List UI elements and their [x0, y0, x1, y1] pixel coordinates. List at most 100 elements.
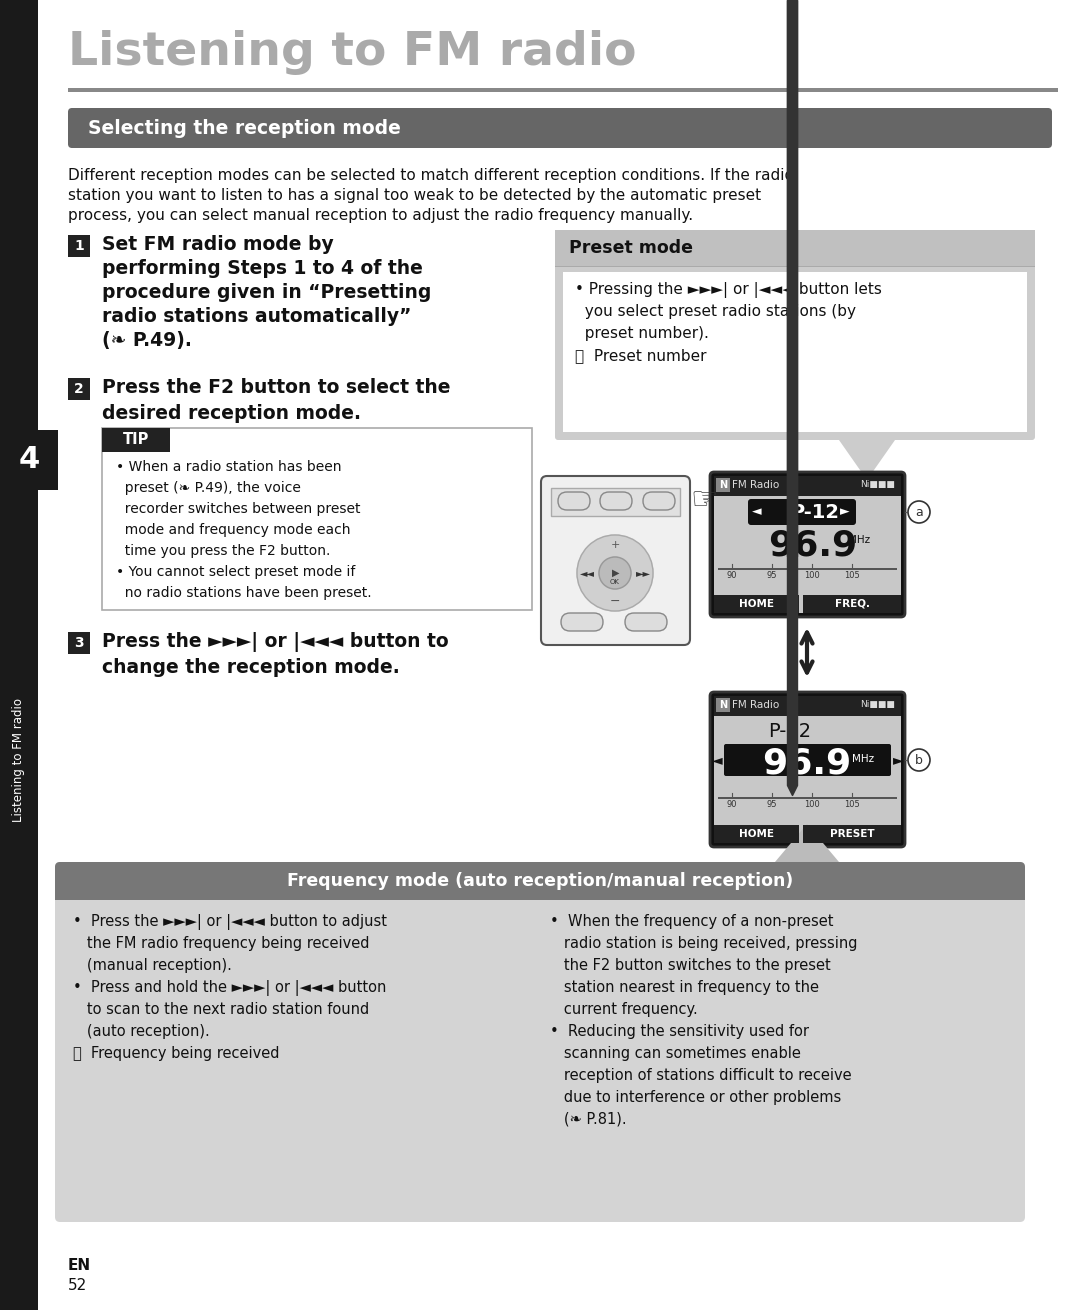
- Text: P-12: P-12: [789, 503, 839, 521]
- Text: −: −: [610, 595, 620, 608]
- Bar: [68, 88, 1058, 92]
- Text: ⓐ  Preset number: ⓐ Preset number: [575, 348, 706, 363]
- Text: you select preset radio stations (by: you select preset radio stations (by: [575, 304, 856, 320]
- Text: 95: 95: [767, 571, 778, 580]
- Text: • You cannot select preset mode if: • You cannot select preset mode if: [116, 565, 355, 579]
- Text: •  When the frequency of a non-preset: • When the frequency of a non-preset: [550, 914, 834, 929]
- Text: Preset mode: Preset mode: [569, 238, 693, 257]
- Text: HOME: HOME: [739, 599, 773, 609]
- Text: (❧ P.81).: (❧ P.81).: [550, 1112, 626, 1127]
- Polygon shape: [775, 824, 839, 862]
- Text: Ni■■■: Ni■■■: [860, 481, 895, 490]
- Text: ⓑ  Frequency being received: ⓑ Frequency being received: [73, 1045, 280, 1061]
- Circle shape: [599, 557, 631, 590]
- Bar: [563, 272, 1027, 432]
- Text: reception of stations difficult to receive: reception of stations difficult to recei…: [550, 1068, 852, 1083]
- Text: Different reception modes can be selected to match different reception condition: Different reception modes can be selecte…: [68, 168, 794, 183]
- Text: ►►: ►►: [635, 569, 650, 578]
- Text: 100: 100: [805, 800, 820, 810]
- Text: • When a radio station has been: • When a radio station has been: [116, 460, 341, 474]
- Text: ☞: ☞: [690, 486, 717, 515]
- Text: MHz: MHz: [852, 755, 874, 764]
- Text: 105: 105: [845, 571, 860, 580]
- Text: 1: 1: [75, 238, 84, 253]
- Text: • Pressing the ►►►| or |◄◄◄ button lets: • Pressing the ►►►| or |◄◄◄ button lets: [575, 282, 882, 297]
- Bar: [718, 569, 897, 570]
- FancyBboxPatch shape: [55, 862, 1025, 900]
- Text: Set FM radio mode by: Set FM radio mode by: [102, 234, 334, 254]
- Text: desired reception mode.: desired reception mode.: [102, 403, 361, 423]
- Text: (❧ P.49).: (❧ P.49).: [102, 331, 192, 350]
- Text: Frequency mode (auto reception/manual reception): Frequency mode (auto reception/manual re…: [287, 872, 793, 889]
- Text: 2: 2: [75, 383, 84, 396]
- Text: procedure given in “Presetting: procedure given in “Presetting: [102, 283, 431, 303]
- Bar: [68, 379, 90, 400]
- Text: mode and frequency mode each: mode and frequency mode each: [116, 523, 351, 537]
- Text: performing Steps 1 to 4 of the: performing Steps 1 to 4 of the: [102, 259, 423, 278]
- Bar: [55, 880, 1025, 900]
- Bar: [714, 696, 901, 844]
- Text: •  Press the ►►►| or |◄◄◄ button to adjust: • Press the ►►►| or |◄◄◄ button to adjus…: [73, 914, 387, 930]
- Text: Selecting the reception mode: Selecting the reception mode: [87, 118, 401, 138]
- Bar: [68, 234, 90, 257]
- Bar: [718, 796, 897, 799]
- Text: 3: 3: [75, 635, 84, 650]
- Bar: [102, 428, 170, 452]
- Text: 52: 52: [68, 1279, 87, 1293]
- Text: recorder switches between preset: recorder switches between preset: [116, 502, 361, 516]
- Bar: [716, 478, 730, 493]
- Text: b: b: [915, 753, 923, 766]
- Bar: [714, 476, 901, 496]
- Circle shape: [908, 749, 930, 772]
- FancyBboxPatch shape: [55, 862, 1025, 1222]
- FancyBboxPatch shape: [643, 493, 675, 510]
- Text: 90: 90: [727, 800, 738, 810]
- FancyBboxPatch shape: [600, 493, 632, 510]
- Text: FREQ.: FREQ.: [835, 599, 869, 609]
- Text: 4: 4: [18, 445, 40, 474]
- Text: FM Radio: FM Radio: [732, 479, 780, 490]
- FancyBboxPatch shape: [625, 613, 667, 631]
- Text: MHz: MHz: [848, 534, 870, 545]
- FancyBboxPatch shape: [748, 499, 856, 525]
- FancyBboxPatch shape: [710, 692, 905, 848]
- FancyBboxPatch shape: [558, 493, 590, 510]
- Text: •  Press and hold the ►►►| or |◄◄◄ button: • Press and hold the ►►►| or |◄◄◄ button: [73, 980, 387, 996]
- Bar: [0, 0, 38, 1310]
- Text: ◄◄: ◄◄: [580, 569, 594, 578]
- Bar: [555, 231, 1035, 266]
- Text: Press the ►►►| or |◄◄◄ button to: Press the ►►►| or |◄◄◄ button to: [102, 631, 448, 652]
- Text: Press the F2 button to select the: Press the F2 button to select the: [102, 379, 450, 397]
- Polygon shape: [839, 440, 895, 479]
- Text: Ni■■■: Ni■■■: [860, 701, 895, 710]
- Text: no radio stations have been preset.: no radio stations have been preset.: [116, 586, 372, 600]
- Bar: [102, 428, 532, 610]
- Text: N: N: [719, 700, 727, 710]
- Text: 95: 95: [767, 800, 778, 810]
- Bar: [551, 489, 680, 516]
- Text: a: a: [915, 506, 923, 519]
- Bar: [714, 595, 799, 613]
- Text: (auto reception).: (auto reception).: [73, 1024, 210, 1039]
- Text: due to interference or other problems: due to interference or other problems: [550, 1090, 841, 1106]
- Text: ◄: ◄: [752, 506, 761, 519]
- Text: time you press the F2 button.: time you press the F2 button.: [116, 544, 330, 558]
- FancyBboxPatch shape: [68, 107, 1052, 148]
- Text: preset (❧ P.49), the voice: preset (❧ P.49), the voice: [116, 481, 301, 495]
- Circle shape: [577, 534, 653, 610]
- Text: EN: EN: [68, 1258, 91, 1273]
- Bar: [714, 825, 799, 844]
- Text: PRESET: PRESET: [829, 829, 875, 838]
- Bar: [804, 825, 901, 844]
- Text: +: +: [610, 540, 620, 550]
- Text: ►: ►: [893, 753, 903, 766]
- Bar: [804, 595, 901, 613]
- Text: FM Radio: FM Radio: [732, 700, 780, 710]
- Text: TIP: TIP: [123, 432, 149, 448]
- Text: OK: OK: [610, 579, 620, 586]
- Text: scanning can sometimes enable: scanning can sometimes enable: [550, 1045, 801, 1061]
- Text: •  Reducing the sensitivity used for: • Reducing the sensitivity used for: [550, 1024, 809, 1039]
- Text: process, you can select manual reception to adjust the radio frequency manually.: process, you can select manual reception…: [68, 208, 693, 223]
- Text: 90: 90: [727, 571, 738, 580]
- Text: 100: 100: [805, 571, 820, 580]
